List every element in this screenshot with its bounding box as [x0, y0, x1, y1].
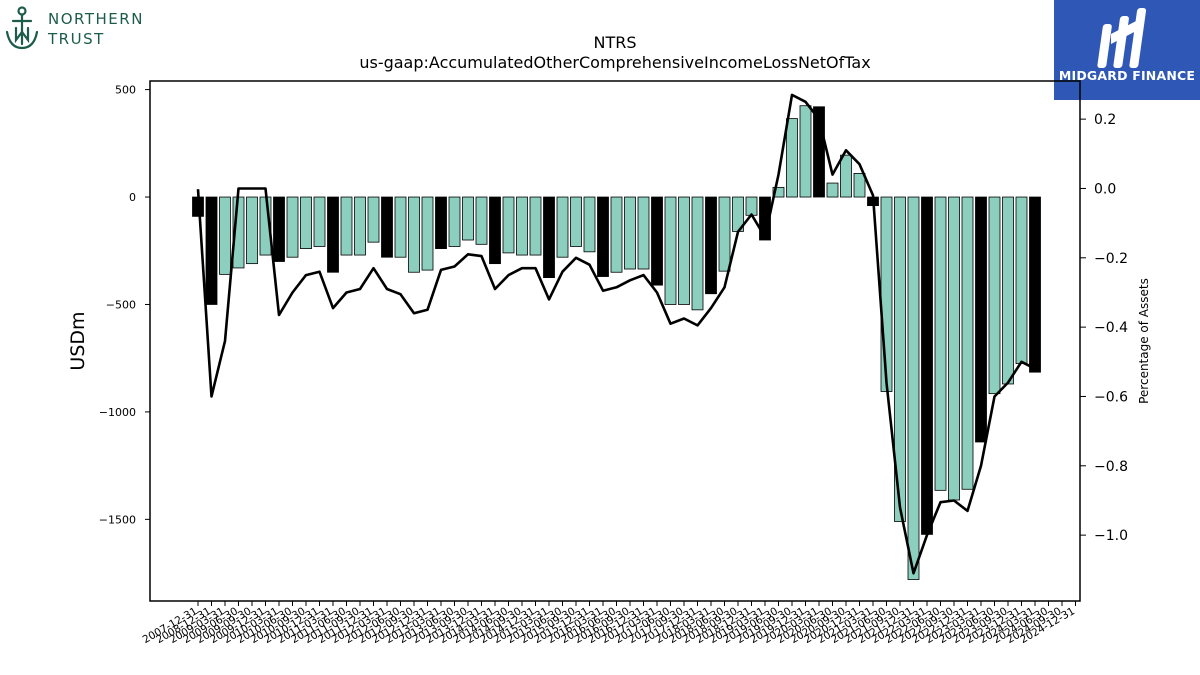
bar [354, 196, 366, 256]
bar [610, 196, 623, 273]
brand-name-line1: NORTHERN [48, 10, 144, 28]
y-axis-label: USDm [67, 311, 89, 370]
bar [853, 172, 866, 198]
bar [205, 196, 218, 305]
y-tick-label: 0 [129, 191, 136, 204]
y-tick-label: 500 [115, 84, 136, 97]
bar [786, 118, 798, 198]
y-tick-label: −1500 [99, 513, 136, 526]
bar [1015, 196, 1028, 364]
bar [988, 196, 1001, 395]
bar [948, 196, 960, 501]
bar [880, 196, 893, 392]
bar [475, 196, 488, 245]
bar [381, 196, 393, 258]
bar [448, 196, 461, 247]
bar [543, 196, 555, 279]
bar [759, 196, 771, 241]
bar [664, 196, 677, 305]
bar [529, 196, 542, 256]
bar [826, 182, 839, 198]
y2-tick-label: −0.4 [1094, 320, 1128, 336]
bar [840, 154, 852, 198]
y2-tick-label: 0.2 [1094, 112, 1116, 128]
bar [907, 196, 920, 580]
bar [313, 196, 326, 247]
bar [435, 196, 447, 250]
bar [961, 196, 974, 490]
bar [813, 106, 825, 198]
bar [624, 196, 636, 270]
bar [421, 196, 434, 271]
bar [219, 196, 231, 275]
m-monogram-icon [1097, 8, 1147, 68]
y2-tick-label: −0.2 [1094, 251, 1128, 267]
bar [570, 196, 582, 247]
bar [462, 196, 474, 241]
line-series [196, 93, 1036, 575]
brand-name-line2: TRUST [48, 30, 105, 48]
chart-title: NTRS [593, 33, 636, 52]
anchor-icon [5, 6, 39, 50]
bar [637, 196, 650, 270]
y2-tick-label: −1.0 [1094, 528, 1128, 544]
bar [300, 196, 312, 250]
bar [246, 196, 258, 265]
bar [273, 196, 285, 262]
bar [745, 196, 758, 216]
y2-tick-label: 0.0 [1094, 181, 1116, 197]
brand-name: MIDGARD FINANCE [1058, 68, 1196, 83]
bar [799, 105, 812, 198]
northern-trust-logo: NORTHERN TRUST [0, 0, 160, 60]
y2-axis-label: Percentage of Assets [1137, 278, 1151, 404]
bar [516, 196, 528, 256]
bar [921, 196, 933, 535]
bar [286, 196, 299, 258]
y2-tick-label: −0.8 [1094, 459, 1128, 475]
bar [489, 196, 501, 265]
bar [1029, 196, 1041, 373]
bar [1002, 196, 1014, 385]
bar [691, 196, 704, 311]
bar [651, 196, 663, 286]
bar [367, 196, 380, 243]
bar [583, 196, 596, 253]
right-axis: 0.2 0.0 −0.2 −0.4 −0.6 −0.8 −1.0 [1080, 112, 1128, 544]
y-tick-label: −500 [106, 298, 136, 311]
bar [408, 196, 420, 273]
bar [975, 196, 987, 443]
y2-tick-label: −0.6 [1094, 389, 1128, 405]
left-axis: 500 0 −500 −1000 −1500 [99, 84, 150, 526]
x-axis: 2007-12-312008-12-312009-03-312009-06-30… [141, 601, 1077, 646]
bar [340, 196, 353, 256]
bar-series [192, 105, 1041, 580]
bar [772, 186, 785, 198]
midgard-finance-logo: MIDGARD FINANCE [1054, 0, 1200, 100]
chart-subtitle: us-gaap:AccumulatedOtherComprehensiveInc… [359, 53, 870, 72]
bar [678, 196, 690, 305]
plot-frame [149, 80, 1081, 602]
bar [394, 196, 407, 258]
percentage-line [196, 93, 1036, 575]
bar [718, 196, 731, 272]
bar [597, 196, 609, 277]
bar [934, 196, 947, 491]
bar [705, 196, 717, 295]
bar [894, 196, 906, 522]
bar [327, 196, 339, 273]
bar [556, 196, 569, 258]
bar [502, 196, 515, 254]
y-tick-label: −1000 [99, 406, 136, 419]
